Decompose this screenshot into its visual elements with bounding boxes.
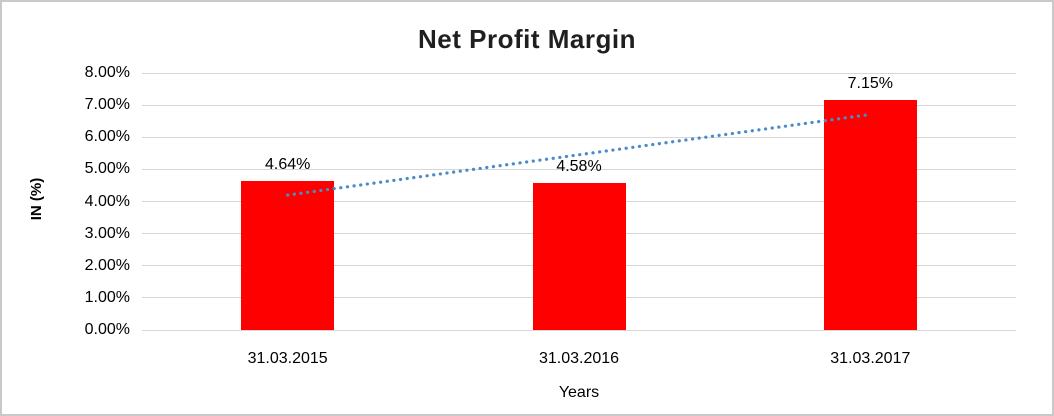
- bar-data-label: 7.15%: [847, 75, 894, 93]
- gridline: [142, 329, 1016, 331]
- y-tick-label: 7.00%: [84, 96, 130, 114]
- x-tick-label: 31.03.2015: [247, 350, 328, 367]
- x-tick-label: 31.03.2017: [830, 350, 911, 367]
- gridline: [142, 72, 1016, 74]
- chart-title: Net Profit Margin: [418, 24, 636, 54]
- x-tick-label: 31.03.2016: [538, 350, 620, 367]
- y-tick-label: 5.00%: [84, 160, 130, 178]
- y-tick-label: 6.00%: [84, 128, 130, 146]
- y-tick-label: 8.00%: [84, 64, 130, 81]
- y-tick-label: 0.00%: [84, 321, 130, 338]
- bar: [532, 182, 626, 330]
- bar-data-label: 4.58%: [556, 157, 602, 175]
- x-axis-title: Years: [558, 384, 600, 401]
- bar: [823, 100, 917, 330]
- bar-data-label: 4.64%: [264, 155, 311, 173]
- y-tick-label: 1.00%: [84, 288, 130, 306]
- y-tick-label: 3.00%: [84, 224, 130, 242]
- y-tick-label: 4.00%: [84, 192, 130, 210]
- bar: [241, 180, 335, 330]
- y-tick-label: 2.00%: [84, 256, 130, 274]
- gridline: [142, 104, 1016, 106]
